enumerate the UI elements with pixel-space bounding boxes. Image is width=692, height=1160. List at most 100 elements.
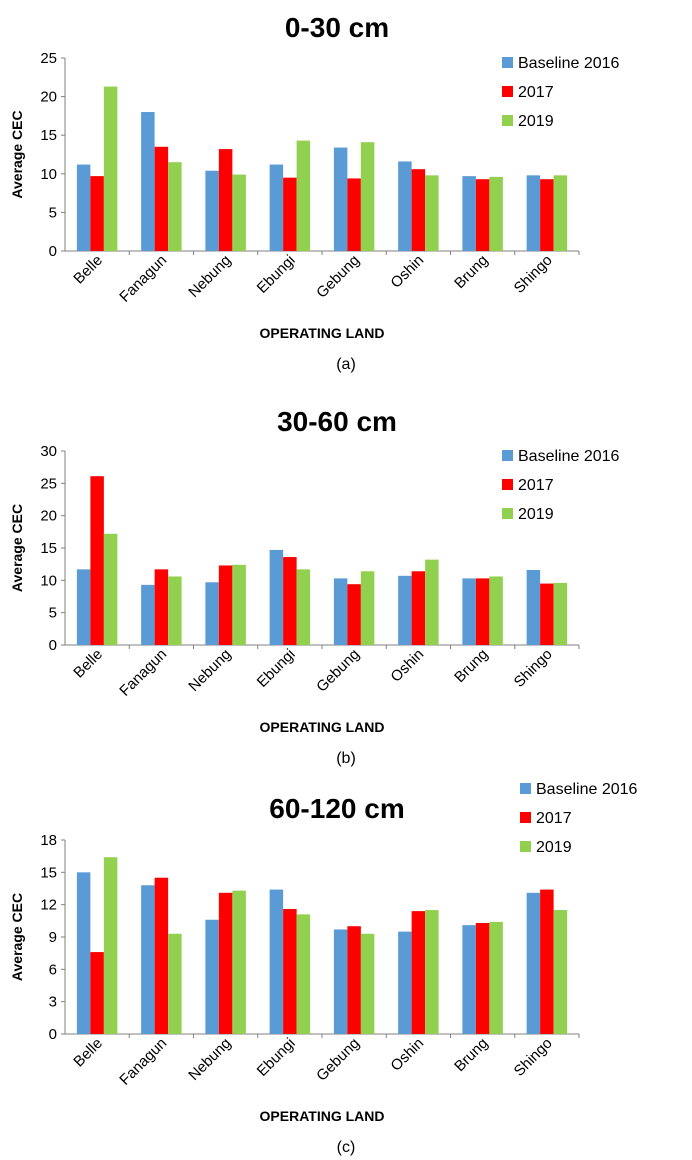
- x-category-label: Gebung: [313, 252, 363, 302]
- bar-fanagun-s2: [168, 933, 182, 1034]
- y-axis-title: Average CEC: [9, 504, 25, 592]
- x-category-label: Oshin: [387, 1035, 427, 1075]
- x-category-label: Belle: [70, 1035, 106, 1071]
- y-tick-label: 25: [40, 475, 57, 492]
- x-category-label: Shingo: [511, 646, 556, 691]
- legend-swatch: [520, 812, 531, 823]
- legend-label: 2017: [518, 477, 554, 494]
- legend-label: Baseline 2016: [536, 781, 638, 798]
- y-tick-label: 5: [49, 204, 57, 221]
- chart-panel-0: 0-30 cm 0 5 10 15 20 25 Belle Fanagun Nebung Ebung…: [9, 12, 620, 373]
- bar-belle-s2: [103, 533, 118, 645]
- chart-title: 0-30 cm: [285, 12, 389, 43]
- bar-ebungi-s1: [283, 557, 297, 645]
- x-category-label: Gebung: [313, 646, 363, 696]
- bar-nebung-s0: [205, 582, 219, 645]
- bar-shingo-s2: [553, 910, 568, 1034]
- y-tick-label: 10: [40, 572, 57, 589]
- legend-label: 2019: [536, 839, 572, 856]
- x-category-label: Shingo: [511, 1035, 556, 1080]
- y-tick-label: 0: [49, 1026, 57, 1043]
- bar-fanagun-s1: [154, 569, 169, 645]
- bar-brung-s2: [489, 921, 503, 1034]
- bar-brung-s2: [489, 576, 503, 645]
- bar-brung-s1: [475, 922, 490, 1034]
- bar-nebung-s2: [232, 174, 246, 251]
- legend-label: Baseline 2016: [518, 448, 620, 465]
- x-category-label: Fanagun: [116, 252, 170, 306]
- bar-fanagun-s0: [141, 112, 155, 251]
- y-tick-label: 15: [40, 864, 57, 881]
- bar-oshin-s0: [398, 931, 412, 1034]
- bar-belle-s2: [103, 86, 118, 252]
- legend-swatch: [502, 450, 513, 461]
- x-category-label: Oshin: [387, 252, 427, 292]
- bar-oshin-s0: [398, 575, 412, 645]
- bar-shingo-s2: [553, 582, 568, 645]
- x-category-label: Brung: [451, 252, 491, 292]
- legend-swatch: [502, 508, 513, 519]
- bar-gebung-s0: [333, 578, 348, 645]
- y-tick-label: 9: [49, 929, 57, 946]
- bar-fanagun-s0: [141, 584, 155, 645]
- bar-belle-s0: [76, 569, 91, 645]
- bar-brung-s0: [462, 925, 476, 1034]
- bar-oshin-s2: [425, 175, 439, 251]
- x-category-label: Gebung: [313, 1035, 363, 1085]
- bar-gebung-s2: [360, 142, 375, 251]
- legend-swatch: [520, 841, 531, 852]
- bar-brung-s0: [462, 578, 476, 645]
- panel-caption: (a): [336, 356, 356, 373]
- bar-gebung-s1: [347, 178, 361, 251]
- bar-nebung-s1: [218, 149, 233, 251]
- y-tick-label: 15: [40, 127, 57, 144]
- y-axis-title: Average CEC: [9, 110, 25, 198]
- bar-brung-s1: [475, 578, 490, 645]
- bar-nebung-s1: [218, 892, 233, 1034]
- y-tick-label: 25: [40, 50, 57, 67]
- bar-oshin-s1: [411, 169, 426, 251]
- bar-oshin-s1: [411, 571, 426, 645]
- x-category-label: Nebung: [185, 1035, 234, 1084]
- x-axis-title: OPERATING LAND: [260, 1108, 385, 1124]
- bar-belle-s2: [103, 857, 118, 1034]
- bar-shingo-s0: [526, 892, 541, 1034]
- bar-fanagun-s0: [141, 885, 155, 1034]
- x-axis-title: OPERATING LAND: [260, 325, 385, 341]
- legend-label: 2017: [518, 84, 554, 101]
- legend-label: 2017: [536, 810, 572, 827]
- bar-ebungi-s1: [283, 177, 297, 251]
- y-tick-label: 20: [40, 508, 57, 525]
- x-category-label: Brung: [451, 1035, 491, 1075]
- x-category-label: Ebungi: [254, 646, 299, 691]
- bar-shingo-s0: [526, 569, 541, 645]
- bar-gebung-s2: [360, 571, 375, 645]
- bar-brung-s0: [462, 176, 476, 251]
- x-axis-title: OPERATING LAND: [260, 719, 385, 735]
- x-category-label: Shingo: [511, 252, 556, 297]
- bar-ebungi-s0: [269, 549, 284, 645]
- chart-panel-1: 30-60 cm 0 5 10 15 20 25 30 Belle Fanagun Nebung Eb…: [9, 406, 620, 767]
- bar-ebungi-s0: [269, 164, 284, 251]
- bar-belle-s1: [90, 176, 104, 251]
- chart-title: 60-120 cm: [269, 793, 404, 824]
- x-category-label: Nebung: [185, 252, 234, 301]
- legend-swatch: [502, 115, 513, 126]
- bar-ebungi-s2: [296, 914, 311, 1034]
- y-tick-label: 10: [40, 166, 57, 183]
- y-tick-label: 12: [40, 897, 57, 914]
- x-category-label: Nebung: [185, 646, 234, 695]
- bar-ebungi-s2: [296, 569, 311, 645]
- bar-nebung-s1: [218, 565, 233, 645]
- x-category-label: Ebungi: [254, 1035, 299, 1080]
- x-category-label: Belle: [70, 252, 106, 288]
- bar-ebungi-s1: [283, 908, 297, 1034]
- bar-belle-s1: [90, 476, 104, 645]
- legend-swatch: [502, 86, 513, 97]
- x-category-label: Brung: [451, 646, 491, 686]
- bar-shingo-s0: [526, 175, 541, 251]
- bar-shingo-s2: [553, 175, 568, 251]
- bar-gebung-s2: [360, 933, 375, 1034]
- bar-fanagun-s2: [168, 162, 182, 251]
- y-tick-label: 15: [40, 540, 57, 557]
